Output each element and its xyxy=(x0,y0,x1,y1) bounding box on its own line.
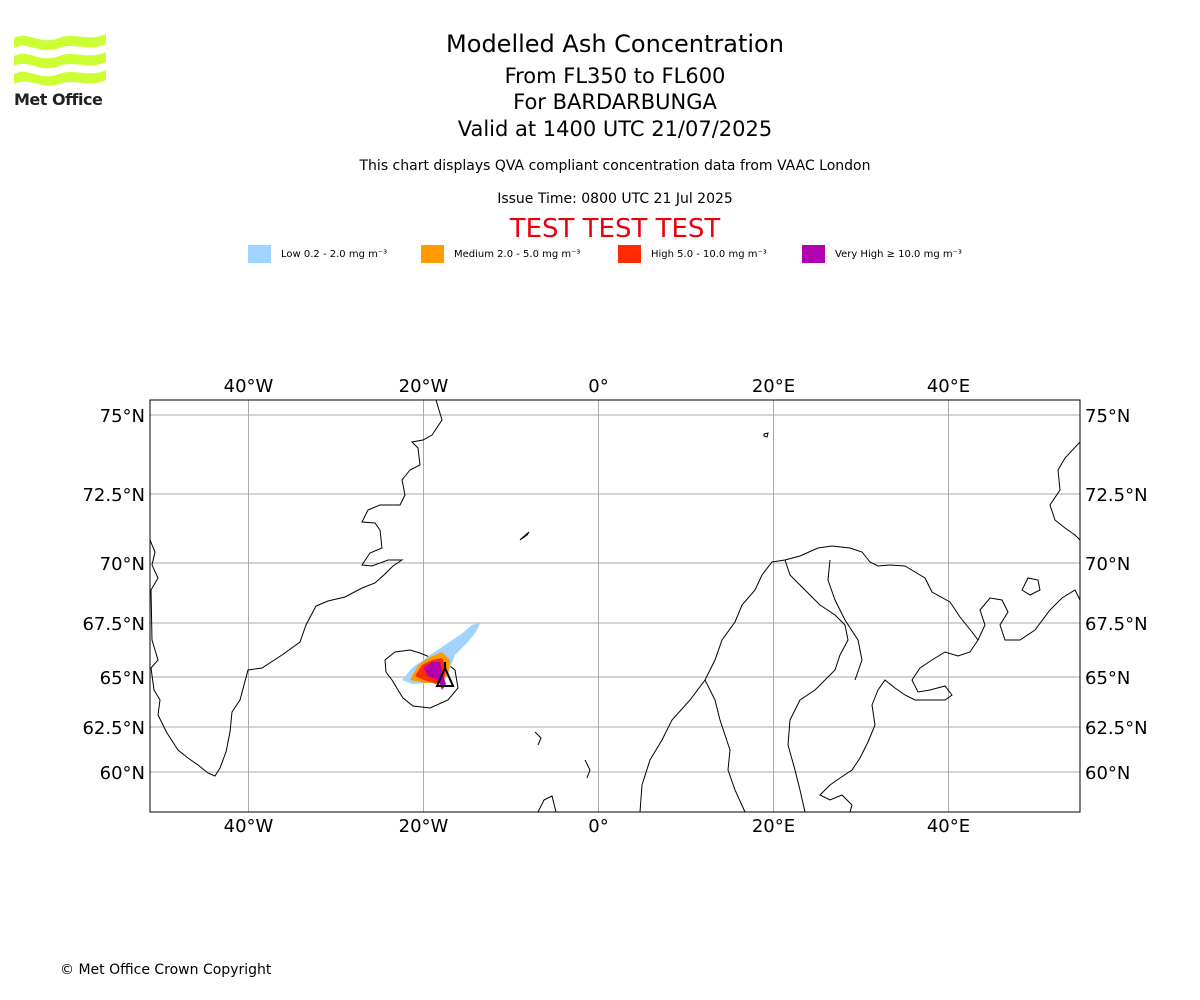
coastline-iceland xyxy=(384,649,459,709)
lon-tick-label-bottom: 20°E xyxy=(752,816,795,837)
lat-tick-label-left: 72.5°N xyxy=(82,485,145,506)
map-background xyxy=(150,400,1080,812)
legend-item-very-high: Very High ≥ 10.0 mg m⁻³ xyxy=(802,244,962,264)
legend-swatch-high xyxy=(618,245,641,263)
coastline-scotland xyxy=(537,795,557,812)
axis-labels: 40°W 40°W 20°W 20°W 0° 0° 20°E 20°E 40°E 40°E 75°N… xyxy=(82,376,1147,837)
valid-time: Valid at 1400 UTC 21/07/2025 xyxy=(457,117,773,141)
coastline-shetland xyxy=(584,759,591,779)
lon-tick-label-top: 20°W xyxy=(399,376,449,397)
lat-tick-label-left: 75°N xyxy=(100,406,145,427)
legend-swatch-medium xyxy=(421,245,444,263)
coastline-greenland xyxy=(150,400,443,777)
test-banner: TEST TEST TEST xyxy=(509,214,721,244)
ash-plume xyxy=(402,623,480,690)
lat-tick-label-left: 60°N xyxy=(100,763,145,784)
chart-title: Modelled Ash Concentration xyxy=(446,30,784,58)
lat-tick-label-right: 75°N xyxy=(1085,406,1130,427)
coastline-jan-mayen xyxy=(519,531,530,541)
volcano-title: For BARDARBUNGA xyxy=(513,90,717,114)
legend: Low 0.2 - 2.0 mg m⁻³ Medium 2.0 - 5.0 mg… xyxy=(0,244,1200,264)
map-frame xyxy=(149,399,1081,813)
legend-label-medium: Medium 2.0 - 5.0 mg m⁻³ xyxy=(454,248,581,260)
coastline-russia xyxy=(1049,441,1080,541)
lon-tick-label-bottom: 40°E xyxy=(927,816,970,837)
coastline-faroes xyxy=(534,731,542,746)
legend-swatch-low xyxy=(248,245,271,263)
legend-label-very-high: Very High ≥ 10.0 mg m⁻³ xyxy=(835,248,962,260)
legend-item-medium: Medium 2.0 - 5.0 mg m⁻³ xyxy=(421,244,580,264)
flight-level-range: From FL350 to FL600 xyxy=(504,64,726,88)
ash-plume-very-high xyxy=(424,662,446,690)
lat-tick-label-left: 62.5°N xyxy=(82,718,145,739)
border-gulf-of-bothnia xyxy=(784,559,849,812)
legend-item-high: High 5.0 - 10.0 mg m⁻³ xyxy=(618,244,767,264)
legend-label-low: Low 0.2 - 2.0 mg m⁻³ xyxy=(281,248,388,260)
logo-text: Met Office xyxy=(14,90,103,109)
coastline-russia-mainland xyxy=(977,589,1080,641)
lon-tick-label-top: 0° xyxy=(588,376,608,397)
coastlines xyxy=(150,400,1080,812)
legend-label-high: High 5.0 - 10.0 mg m⁻³ xyxy=(651,248,767,260)
met-office-wave-icon xyxy=(14,34,106,86)
lat-tick-label-right: 65°N xyxy=(1085,668,1130,689)
legend-swatch-very-high xyxy=(802,245,825,263)
issue-time: Issue Time: 0800 UTC 21 Jul 2025 xyxy=(497,191,733,207)
border-norway-sweden xyxy=(704,679,746,812)
lon-tick-label-top: 40°E xyxy=(927,376,970,397)
copyright-footer: © Met Office Crown Copyright xyxy=(60,962,272,978)
met-office-logo: Met Office xyxy=(14,30,106,112)
volcano-marker-icon xyxy=(435,662,455,687)
chart-description: This chart displays QVA compliant concen… xyxy=(359,158,871,174)
lon-tick-label-bottom: 20°W xyxy=(399,816,449,837)
legend-item-low: Low 0.2 - 2.0 mg m⁻³ xyxy=(248,244,387,264)
lat-tick-label-right: 62.5°N xyxy=(1085,718,1148,739)
border-sweden-finland xyxy=(827,559,863,681)
lon-tick-label-bottom: 40°W xyxy=(224,816,274,837)
coastline-kolguyev xyxy=(1021,577,1041,596)
lon-tick-label-bottom: 0° xyxy=(588,816,608,837)
lat-tick-label-left: 70°N xyxy=(100,554,145,575)
lon-tick-label-top: 20°E xyxy=(752,376,795,397)
graticule xyxy=(150,400,1080,812)
lat-tick-label-right: 67.5°N xyxy=(1085,614,1148,635)
lat-tick-label-right: 60°N xyxy=(1085,763,1130,784)
coastline-scandinavia xyxy=(639,545,979,812)
lat-tick-label-left: 67.5°N xyxy=(82,614,145,635)
lon-tick-label-top: 40°W xyxy=(224,376,274,397)
coastline-bear-island xyxy=(763,432,769,438)
lat-tick-label-right: 70°N xyxy=(1085,554,1130,575)
lat-tick-label-right: 72.5°N xyxy=(1085,485,1148,506)
lat-tick-label-left: 65°N xyxy=(100,668,145,689)
